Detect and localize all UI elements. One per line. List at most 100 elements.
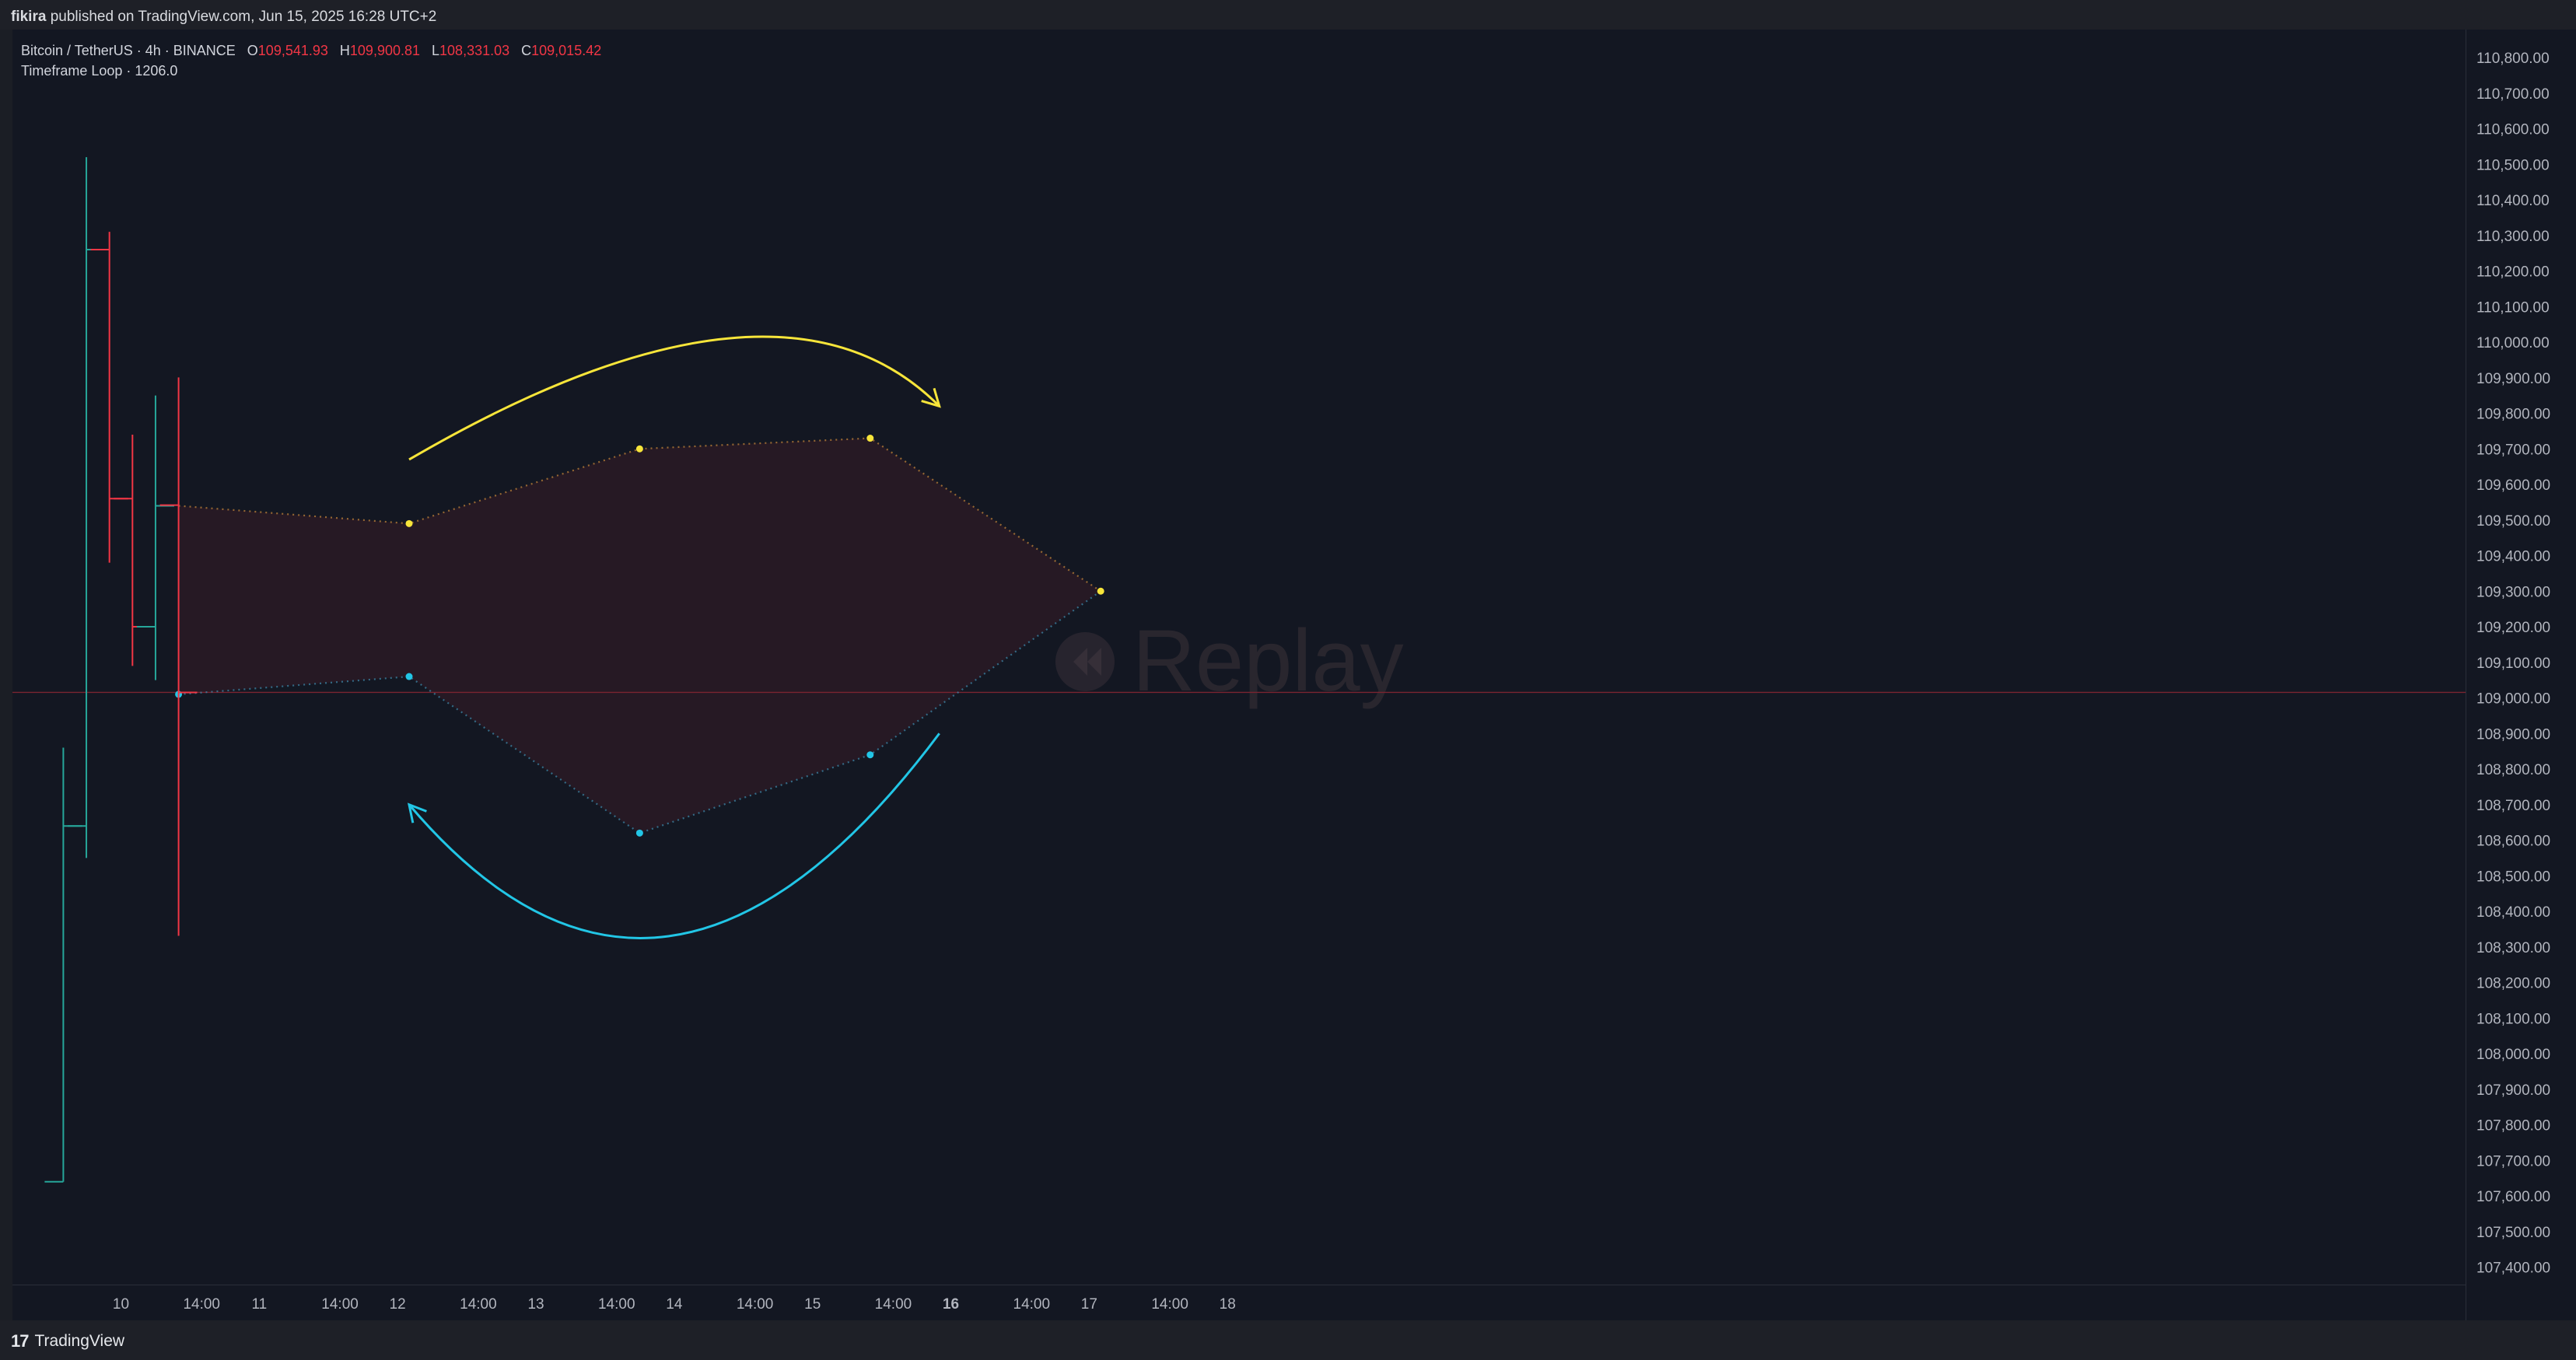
price-tick-label: 107,800.00 xyxy=(2476,1118,2550,1134)
price-tick-label: 108,400.00 xyxy=(2476,904,2550,921)
ohlc-bar xyxy=(136,395,174,680)
ohlc-open-value: 109,541.93 xyxy=(257,43,328,58)
upper-cycle-arrow xyxy=(408,335,941,461)
time-tick-label: 14:00 xyxy=(460,1296,497,1313)
upper-cycle-arrow-curve xyxy=(408,335,940,461)
upper-path-point xyxy=(405,519,413,527)
time-tick-label: 11 xyxy=(251,1296,267,1313)
price-tick-label: 107,700.00 xyxy=(2476,1153,2550,1169)
time-tick-label: 13 xyxy=(527,1296,544,1313)
price-tick-label: 110,300.00 xyxy=(2476,229,2550,245)
time-tick-label: 14:00 xyxy=(1013,1296,1051,1313)
tradingview-logo[interactable]: 17 TradingView xyxy=(11,1331,124,1351)
indicator-title: Timeframe Loop · 1206.0 xyxy=(21,63,178,79)
price-tick-label: 109,900.00 xyxy=(2476,371,2550,387)
price-tick-label: 110,700.00 xyxy=(2476,86,2550,103)
price-tick-label: 107,900.00 xyxy=(2476,1082,2550,1099)
time-tick-label: 14:00 xyxy=(598,1296,635,1313)
price-tick-label: 108,000.00 xyxy=(2476,1047,2550,1063)
price-tick-label: 107,500.00 xyxy=(2476,1225,2550,1241)
symbol-title: Bitcoin / TetherUS · 4h · BINANCE xyxy=(21,43,236,58)
price-scale-labels: 110,800.00 110,700.00 110,600.00 110,500.00… xyxy=(2476,51,2550,1277)
time-tick-label: 14:00 xyxy=(321,1296,359,1313)
price-tick-label: 108,600.00 xyxy=(2476,834,2550,850)
time-tick-label: 14:00 xyxy=(875,1296,912,1313)
price-tick-label: 108,100.00 xyxy=(2476,1011,2550,1027)
ohlc-bar xyxy=(68,157,106,858)
time-tick-label: 14:00 xyxy=(183,1296,220,1313)
time-tick-label: 14:00 xyxy=(1151,1296,1188,1313)
price-tick-label: 108,800.00 xyxy=(2476,762,2550,778)
price-tick-label: 110,500.00 xyxy=(2476,157,2550,173)
price-tick-label: 109,400.00 xyxy=(2476,549,2550,565)
time-tick-label: 10 xyxy=(113,1296,129,1313)
time-tick-label: 14:00 xyxy=(737,1296,774,1313)
time-axis[interactable] xyxy=(12,1285,2466,1321)
ohlc-high-key: H xyxy=(339,43,350,58)
ohlc-high-value: 109,900.81 xyxy=(349,43,420,58)
plot-layer: Replay xyxy=(12,157,2466,1183)
price-tick-label: 109,000.00 xyxy=(2476,691,2550,708)
price-tick-label: 107,600.00 xyxy=(2476,1189,2550,1205)
publish-header: fikira published on TradingView.com, Jun… xyxy=(0,0,2576,30)
lower-path-point xyxy=(635,829,643,837)
ohlc-bar xyxy=(114,434,152,666)
ohlc-close-key: C xyxy=(521,43,532,58)
price-tick-label: 110,800.00 xyxy=(2476,51,2550,67)
ohlc-close-value: 109,015.42 xyxy=(531,43,602,58)
ohlc-low-key: L xyxy=(432,43,440,58)
time-axis-labels: 10 14:00 11 14:00 12 14:00 13 14:00 14 14:00 15 14:… xyxy=(113,1296,1236,1313)
price-tick-label: 108,700.00 xyxy=(2476,798,2550,814)
price-tick-label: 110,600.00 xyxy=(2476,122,2550,138)
price-tick-label: 109,600.00 xyxy=(2476,477,2550,494)
chart-legend: Bitcoin / TetherUS · 4h · BINANCE O109,5… xyxy=(21,40,601,81)
ohlc-low-value: 108,331.03 xyxy=(439,43,510,58)
price-tick-label: 110,400.00 xyxy=(2476,193,2550,209)
tradingview-brand: TradingView xyxy=(34,1332,125,1350)
time-tick-label: 16 xyxy=(943,1296,959,1313)
lower-cycle-arrow xyxy=(407,732,940,939)
upper-cycle-arrow-head xyxy=(921,387,941,408)
price-tick-label: 108,200.00 xyxy=(2476,976,2550,992)
price-tick-label: 109,200.00 xyxy=(2476,620,2550,636)
price-tick-label: 109,700.00 xyxy=(2476,442,2550,458)
replay-watermark: Replay xyxy=(1055,612,1404,709)
indicator-legend-row[interactable]: Timeframe Loop · 1206.0 xyxy=(21,61,601,81)
footer-bar: 17 TradingView xyxy=(0,1320,2576,1360)
price-tick-label: 108,300.00 xyxy=(2476,940,2550,956)
time-tick-label: 18 xyxy=(1220,1296,1236,1313)
upper-path-point xyxy=(635,445,643,453)
tradingview-logo-icon: 17 xyxy=(11,1331,30,1351)
upper-path-point xyxy=(866,435,874,442)
lower-cycle-arrow-head xyxy=(407,802,427,823)
price-tick-label: 110,100.00 xyxy=(2476,299,2550,316)
price-tick-label: 108,500.00 xyxy=(2476,869,2550,885)
lower-cycle-arrow-curve xyxy=(408,732,940,939)
time-tick-label: 17 xyxy=(1081,1296,1097,1313)
price-tick-label: 110,000.00 xyxy=(2476,335,2550,351)
price-tick-label: 109,100.00 xyxy=(2476,656,2550,672)
time-tick-label: 14 xyxy=(666,1296,683,1313)
rewind-icon xyxy=(1073,648,1101,676)
publish-info: published on TradingView.com, Jun 15, 20… xyxy=(50,9,437,25)
time-tick-label: 12 xyxy=(390,1296,406,1313)
price-scale[interactable] xyxy=(2466,30,2576,1320)
price-tick-label: 109,300.00 xyxy=(2476,584,2550,600)
symbol-legend-row[interactable]: Bitcoin / TetherUS · 4h · BINANCE O109,5… xyxy=(21,40,601,61)
projection-fill-area xyxy=(178,438,1101,834)
ohlc-open-key: O xyxy=(247,43,258,58)
price-tick-label: 109,800.00 xyxy=(2476,407,2550,423)
lower-path-point xyxy=(866,751,874,759)
lower-path-point xyxy=(405,673,413,680)
upper-path-point xyxy=(1097,587,1104,595)
time-tick-label: 15 xyxy=(804,1296,821,1313)
ohlc-bar xyxy=(90,232,128,563)
price-tick-label: 110,200.00 xyxy=(2476,264,2550,281)
price-tick-label: 108,900.00 xyxy=(2476,726,2550,743)
ohlc-bar xyxy=(44,747,82,1183)
publisher-name: fikira xyxy=(11,9,47,25)
price-tick-label: 109,500.00 xyxy=(2476,513,2550,530)
ohlc-bar xyxy=(159,377,198,936)
replay-watermark-text: Replay xyxy=(1132,612,1404,709)
